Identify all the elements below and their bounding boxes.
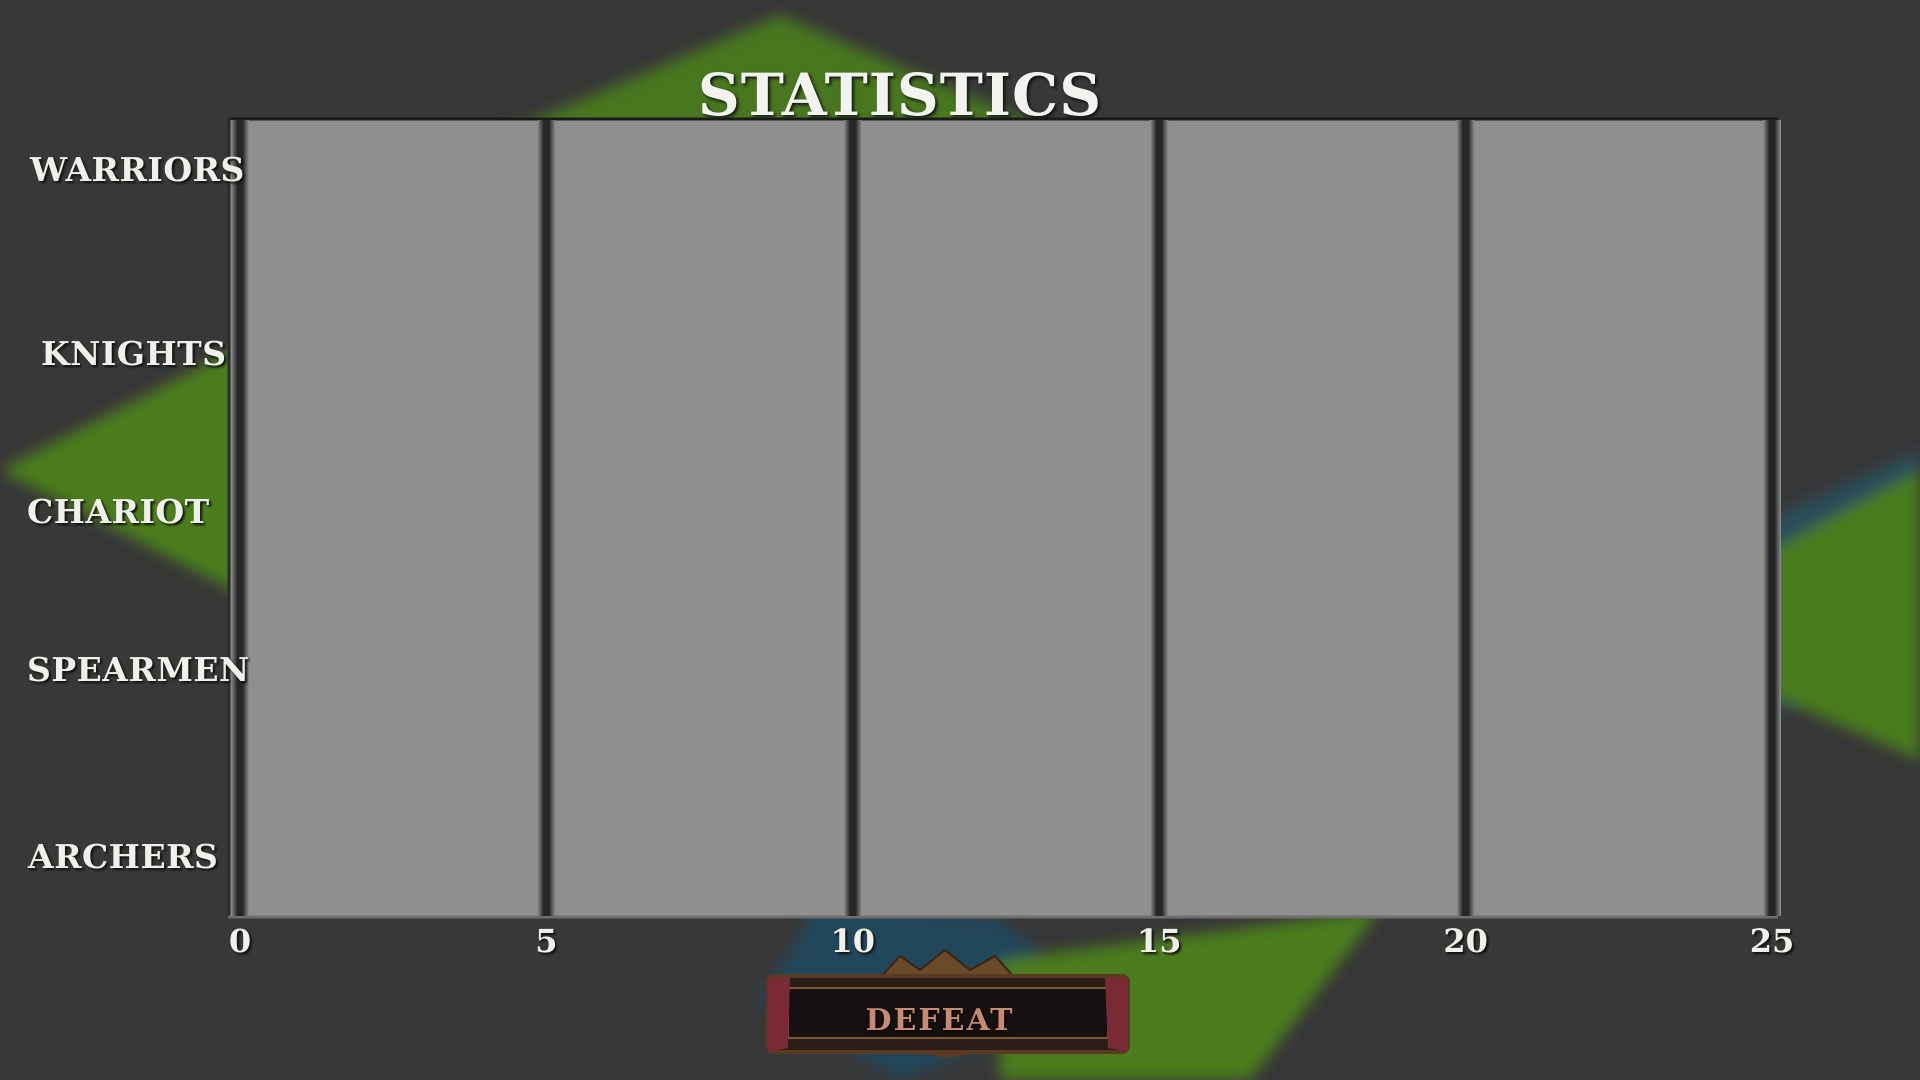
x-tick-label-25: 25 [1749,922,1795,960]
gridline-0 [231,120,249,916]
category-label-spearmen: SPEARMEN [27,650,250,689]
gridline-20 [1456,120,1475,916]
x-tick-label-15: 15 [1136,922,1182,960]
defeat-banner [766,948,1130,1058]
gridline-10 [843,120,862,916]
x-tick-label-10: 10 [830,922,876,960]
category-label-knights: KNIGHTS [41,334,227,373]
category-label-chariot: CHARIOT [27,492,210,531]
defeat-label: DEFEAT [865,1003,1015,1038]
gridline-5 [537,120,556,916]
x-tick-label-5: 5 [535,922,558,960]
category-label-warriors: WARRIORS [30,150,245,189]
category-label-archers: ARCHERS [28,837,219,876]
gridline-15 [1150,120,1169,916]
gridline-25 [1763,120,1781,916]
x-tick-label-20: 20 [1443,922,1488,960]
x-tick-label-0: 0 [228,922,252,960]
plot-area [228,118,1778,918]
